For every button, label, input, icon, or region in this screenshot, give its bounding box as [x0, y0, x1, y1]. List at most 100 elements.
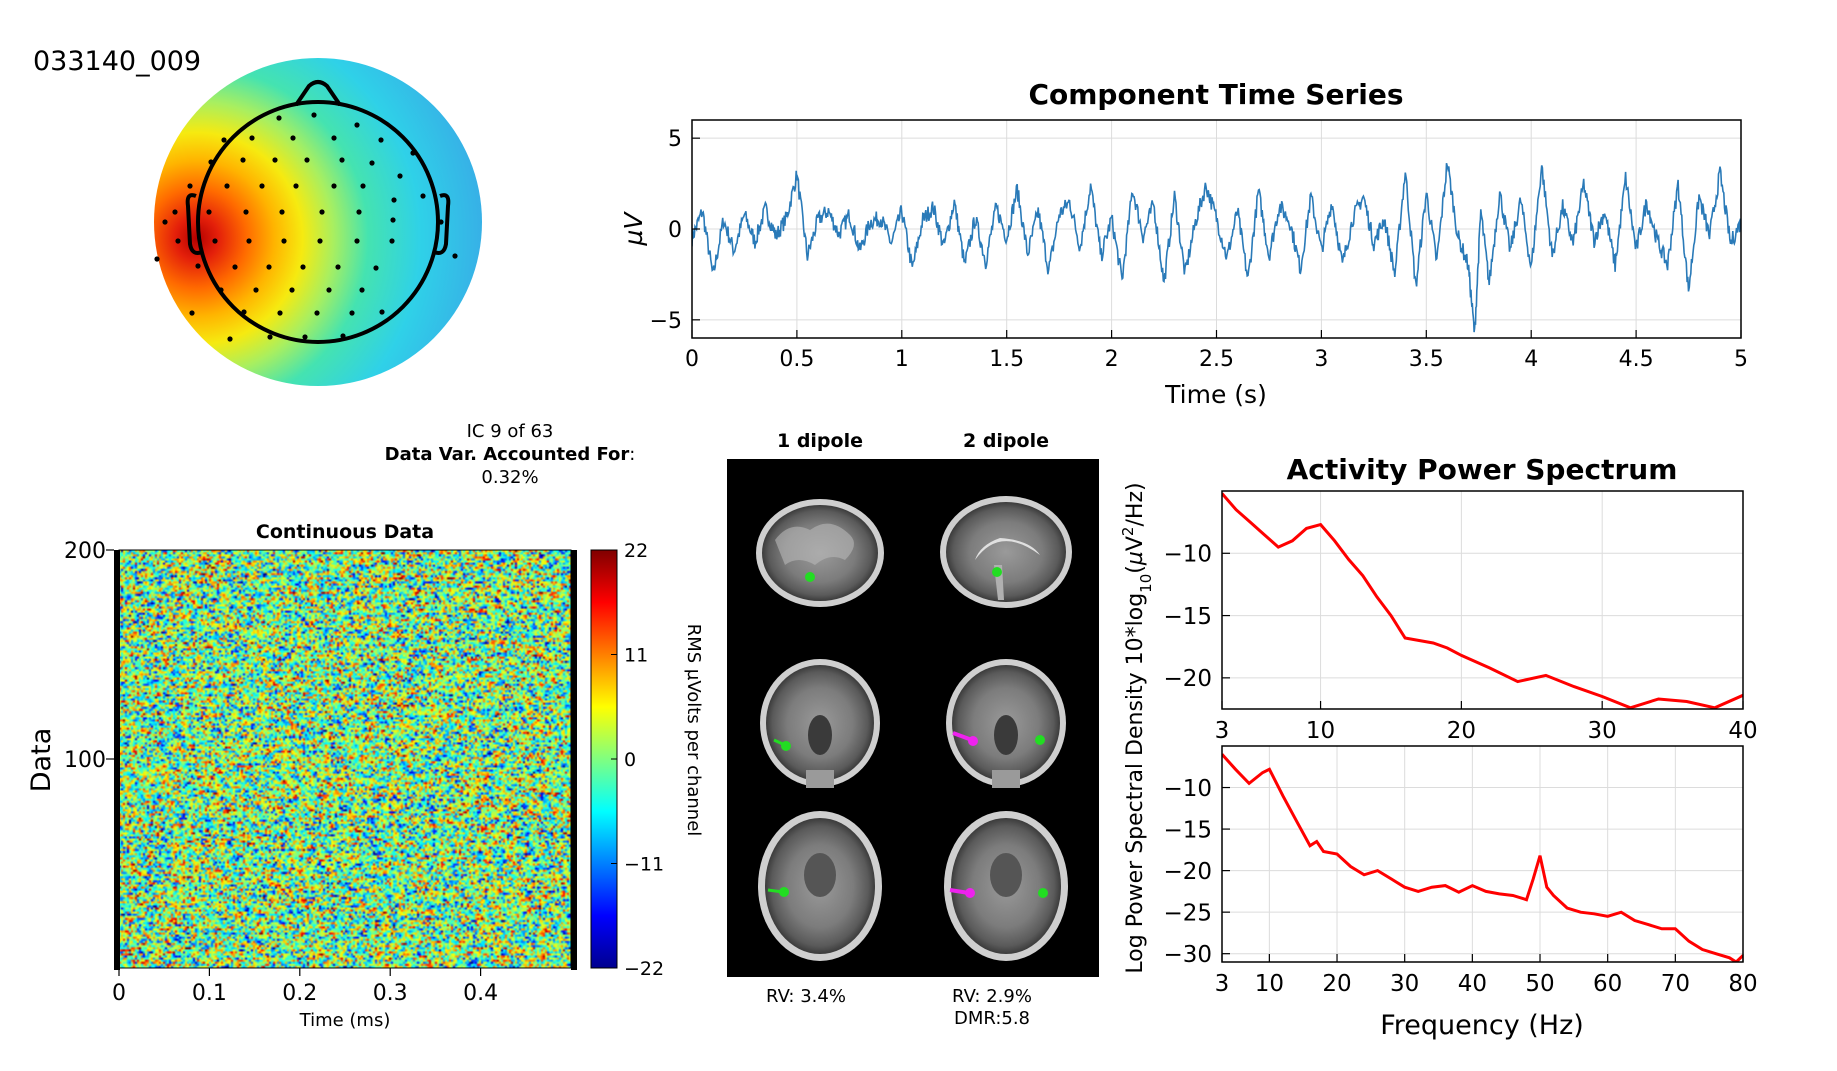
x-tick-label: 10 [1255, 971, 1284, 997]
electrode-dot [249, 135, 255, 141]
electrode-dot [195, 263, 201, 269]
time-series-ticks: 0 0.5 1 1.5 2 2.5 3 3.5 4 4.5 550−5 [650, 127, 1748, 372]
nose-icon [294, 80, 342, 107]
continuous-data-xlabel: Time (ms) [299, 1010, 391, 1031]
variance-label-text: Data Var. Accounted For [385, 444, 630, 465]
electrode-dot [208, 159, 214, 165]
electrode-dot [317, 238, 323, 244]
continuous-data-image [119, 550, 571, 968]
colorbar-tick-label: −22 [624, 958, 664, 980]
x-tick-label: 4 [1524, 347, 1538, 372]
spectrum-top-line [1222, 492, 1743, 709]
dmr-label: DMR:5.8 [954, 1008, 1030, 1029]
dipole-marker [779, 887, 789, 897]
electrode-dot [243, 209, 249, 215]
ic-label: IC 9 of 63 [467, 421, 554, 442]
x-tick-label: 80 [1728, 971, 1757, 997]
y-tick-label: −15 [1163, 817, 1212, 843]
electrode-dot [339, 157, 345, 163]
y-tick-label: −20 [1163, 859, 1212, 885]
electrode-dot [300, 264, 306, 270]
electrode-dot [253, 287, 259, 293]
electrode-dot [172, 209, 178, 215]
x-tick-label: 1 [895, 347, 909, 372]
colorbar-tick-label: 11 [624, 645, 648, 667]
dipole-marker [781, 741, 791, 751]
dipole-col2-title: 2 dipole [963, 430, 1049, 452]
x-tick-label: 40 [1728, 718, 1757, 744]
spectrum-bottom-line [1222, 753, 1743, 962]
electrode-dot [187, 183, 193, 189]
electrode-dot [331, 135, 337, 141]
electrode-dot [224, 183, 230, 189]
x-tick-label: 20 [1447, 718, 1476, 744]
electrode-dot [189, 310, 195, 316]
electrode-dot [246, 238, 252, 244]
y-tick-label: 100 [64, 748, 106, 773]
electrode-dot [378, 137, 384, 143]
scalp-topography [154, 58, 482, 386]
electrode-dot [397, 173, 403, 179]
x-tick-label: 60 [1593, 971, 1622, 997]
electrode-dot [319, 209, 325, 215]
right-ear-icon [433, 193, 451, 255]
electrode-dot [438, 219, 444, 225]
dipole-col1-title: 1 dipole [777, 430, 863, 452]
electrode-dot [212, 238, 218, 244]
y-tick-label: −5 [650, 309, 682, 334]
electrode-dot [354, 122, 360, 128]
time-series-panel: Component Time Series 0 0.5 1 1.5 2 2.5 3 3.5 4 4… [619, 78, 1748, 409]
electrode-dot [289, 287, 295, 293]
head-outline [185, 80, 451, 344]
x-tick-label: 0.1 [192, 981, 227, 1006]
electrode-dot [311, 112, 317, 118]
left-ear-icon [185, 193, 203, 255]
electrode-dot [240, 157, 246, 163]
time-series-ylabel: µV [619, 211, 648, 247]
time-series-title: Component Time Series [1028, 78, 1403, 111]
rv-2-label: RV: 2.9% [952, 986, 1032, 1007]
electrode-dot [359, 287, 365, 293]
electrode-dot [360, 183, 366, 189]
dipole-sagittal-2 [940, 496, 1072, 608]
time-series-xlabel: Time (s) [1164, 380, 1267, 409]
electrode-dot [410, 150, 416, 156]
x-tick-label: 0.5 [779, 347, 814, 372]
power-spectrum-title: Activity Power Spectrum [1287, 453, 1678, 486]
x-tick-label: 2 [1105, 347, 1119, 372]
y-tick-label: −30 [1163, 942, 1212, 968]
colorbar-tick-label: 0 [624, 749, 636, 771]
component-id: 033140_009 [33, 46, 201, 77]
electrode-dot [267, 334, 273, 340]
variance-label: Data Var. Accounted For: [385, 444, 636, 465]
electrode-dot [391, 197, 397, 203]
electrode-dot [340, 333, 346, 339]
x-tick-label: 30 [1390, 971, 1419, 997]
y-tick-label: −20 [1163, 666, 1212, 692]
electrode-dot [290, 135, 296, 141]
electrode-dot [154, 256, 160, 262]
electrode-dot [354, 238, 360, 244]
electrode-dot [314, 310, 320, 316]
continuous-data-panel: Continuous Data 0 0.1 0.2 0.3 0.4 200 100 Time… [26, 521, 704, 1031]
y-tick-label: −10 [1163, 542, 1212, 568]
electrode-dot [266, 264, 272, 270]
electrode-dot [279, 209, 285, 215]
electrode-dot [218, 287, 224, 293]
electrode-dot [335, 264, 341, 270]
electrode-dot [326, 287, 332, 293]
ic-info: IC 9 of 63 Data Var. Accounted For: 0.32… [385, 421, 636, 488]
electrode-dot [452, 253, 458, 259]
dipole-marker [1038, 888, 1048, 898]
spectrum-bottom-axes-frame [1221, 745, 1744, 963]
x-tick-label: 3 [1215, 718, 1230, 744]
electrode-dot [277, 310, 283, 316]
electrode-dot [221, 137, 227, 143]
colorbar-label: RMS µVolts per channel [683, 624, 704, 837]
x-tick-label: 20 [1322, 971, 1351, 997]
rv-1-label: RV: 3.4% [766, 986, 846, 1007]
x-tick-label: 3.5 [1409, 347, 1444, 372]
electrode-dot [379, 309, 385, 315]
continuous-data-title: Continuous Data [256, 521, 434, 543]
dipole-marker [965, 888, 975, 898]
